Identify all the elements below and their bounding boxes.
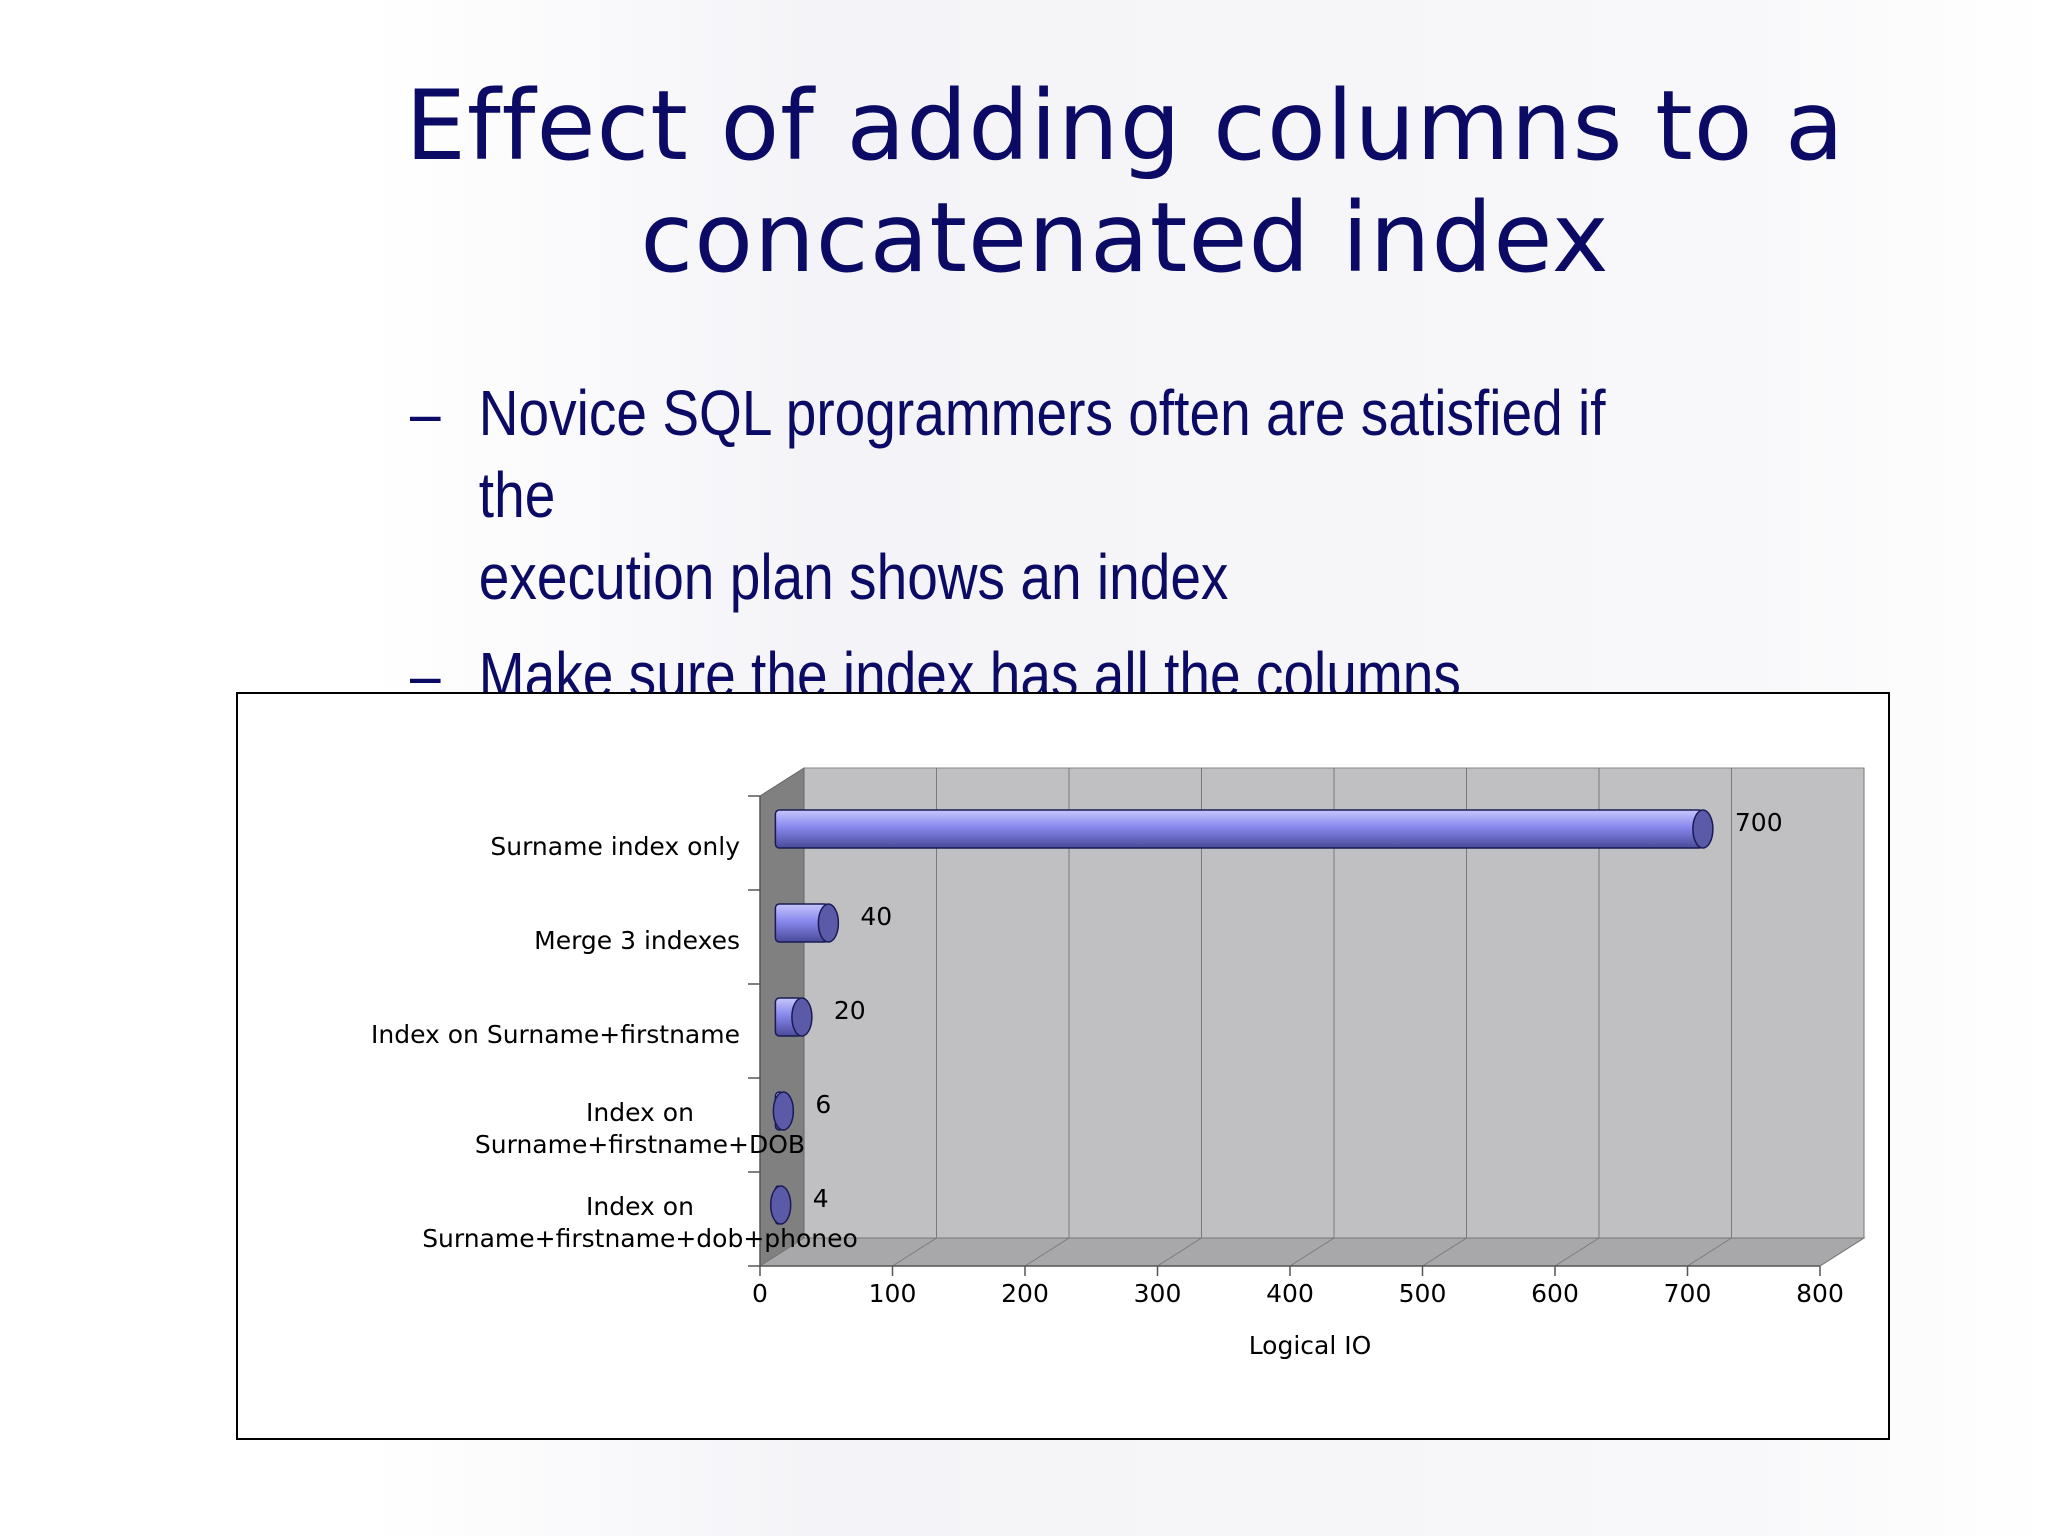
x-tick-label: 0 bbox=[752, 1279, 768, 1308]
data-label: 700 bbox=[1735, 808, 1783, 837]
category-label: Surname+firstname+DOB bbox=[475, 1130, 805, 1159]
bullet-text-line: execution plan shows an index bbox=[478, 541, 1229, 613]
x-tick-label: 600 bbox=[1531, 1279, 1579, 1308]
data-label: 40 bbox=[860, 902, 892, 931]
bar-chart: 0 100 200 300 400 500 600 700 800 Logical IO 700 Su… bbox=[371, 767, 1866, 1360]
floor-gridline bbox=[1422, 1237, 1467, 1267]
x-tick-label: 800 bbox=[1796, 1279, 1844, 1308]
bar bbox=[774, 809, 1704, 849]
floor-gridline bbox=[1687, 1237, 1732, 1267]
data-label: 6 bbox=[815, 1090, 831, 1119]
floor-gridline bbox=[1819, 1237, 1865, 1267]
floor-gridline bbox=[1157, 1237, 1202, 1267]
x-tick-label: 100 bbox=[869, 1279, 917, 1308]
x-tick-label: 500 bbox=[1399, 1279, 1447, 1308]
chart-frame: 0 100 200 300 400 500 600 700 800 Logical IO 700 Su… bbox=[236, 692, 1890, 1440]
bar-end-cap bbox=[769, 1185, 792, 1225]
floor-gridline bbox=[1554, 1237, 1600, 1267]
bar-end-cap bbox=[1692, 809, 1714, 849]
x-tick-label: 400 bbox=[1266, 1279, 1314, 1308]
floor-gridline bbox=[1289, 1237, 1335, 1267]
x-tick-label: 700 bbox=[1664, 1279, 1712, 1308]
bar-end-cap bbox=[772, 1091, 795, 1131]
bullet-dash: – bbox=[410, 377, 441, 449]
category-label: Surname index only bbox=[490, 832, 740, 861]
category-label: Index on bbox=[586, 1098, 694, 1127]
category-label: Merge 3 indexes bbox=[534, 926, 740, 955]
floor-gridline bbox=[892, 1237, 937, 1267]
category-label: Index on bbox=[586, 1192, 694, 1221]
x-tick-label: 300 bbox=[1134, 1279, 1182, 1308]
bar-end-cap bbox=[791, 997, 813, 1037]
x-tick-label: 200 bbox=[1001, 1279, 1049, 1308]
bullet-text-line: Novice SQL programmers often are satisfi… bbox=[478, 377, 1606, 531]
category-label: Index on Surname+firstname bbox=[371, 1020, 740, 1049]
x-axis-title: Logical IO bbox=[1249, 1331, 1372, 1360]
title-line-1: Effect of adding columns to a bbox=[405, 70, 1845, 182]
data-label: 4 bbox=[813, 1184, 829, 1213]
data-label: 20 bbox=[834, 996, 866, 1025]
bar-end-cap bbox=[817, 903, 840, 943]
slide-title: Effect of adding columns to a concatenat… bbox=[300, 70, 1950, 294]
category-label: Surname+firstname+dob+phoneo bbox=[422, 1224, 858, 1253]
title-line-2: concatenated index bbox=[640, 182, 1610, 294]
bullet-item: – Novice SQL programmers often are satis… bbox=[410, 372, 1614, 618]
floor-gridline bbox=[1024, 1237, 1070, 1267]
